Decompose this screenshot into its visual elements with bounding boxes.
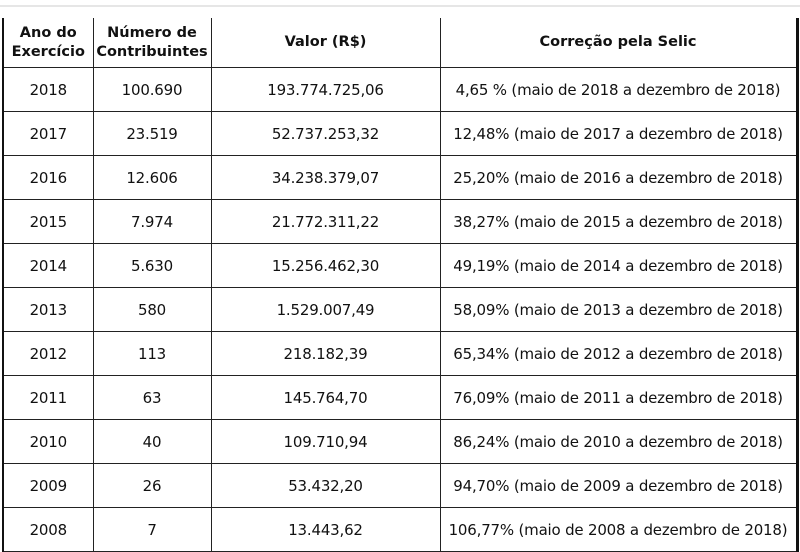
header-valor: Valor (R$): [210, 18, 441, 68]
table-row: 2017 23.519 52.737.253,32 12,48% (maio de 2…: [2, 111, 799, 156]
cell-correcao: 76,09% (maio de 2011 a dezembro de 2018): [439, 375, 799, 420]
cell-correcao: 58,09% (maio de 2013 a dezembro de 2018): [439, 287, 799, 332]
cell-ano: 2013: [2, 287, 94, 332]
cell-contribuintes: 7.974: [92, 199, 212, 244]
cell-contribuintes: 23.519: [92, 111, 212, 156]
cell-correcao: 25,20% (maio de 2016 a dezembro de 2018): [439, 155, 799, 200]
cell-valor: 218.182,39: [210, 331, 441, 376]
cell-valor: 34.238.379,07: [210, 155, 441, 200]
cell-valor: 13.443,62: [210, 507, 441, 552]
cell-correcao: 49,19% (maio de 2014 a dezembro de 2018): [439, 243, 799, 288]
table-row: 2015 7.974 21.772.311,22 38,27% (maio de 20…: [2, 199, 799, 244]
cell-valor: 1.529.007,49: [210, 287, 441, 332]
cell-valor: 53.432,20: [210, 463, 441, 508]
cell-contribuintes: 63: [92, 375, 212, 420]
cell-valor: 15.256.462,30: [210, 243, 441, 288]
cell-correcao: 12,48% (maio de 2017 a dezembro de 2018): [439, 111, 799, 156]
cell-ano: 2015: [2, 199, 94, 244]
cell-ano: 2011: [2, 375, 94, 420]
cell-contribuintes: 580: [92, 287, 212, 332]
cell-contribuintes: 113: [92, 331, 212, 376]
header-row: Ano do Exercício Número de Contribuintes V…: [2, 18, 799, 68]
header-line: Contribuintes: [96, 43, 208, 60]
table-row: 2008 7 13.443,62 106,77% (maio de 2008 a de…: [2, 507, 799, 552]
header-numero-contribuintes: Número de Contribuintes: [92, 18, 212, 68]
cell-ano: 2018: [2, 67, 94, 112]
cell-ano: 2008: [2, 507, 94, 552]
cell-ano: 2014: [2, 243, 94, 288]
top-divider: [0, 5, 800, 7]
cell-ano: 2016: [2, 155, 94, 200]
cell-correcao: 86,24% (maio de 2010 a dezembro de 2018): [439, 419, 799, 464]
contributors-table: Ano do Exercício Número de Contribuintes V…: [2, 18, 799, 552]
table-row: 2013 580 1.529.007,49 58,09% (maio de 2013 …: [2, 287, 799, 332]
cell-correcao: 106,77% (maio de 2008 a dezembro de 2018…: [439, 507, 799, 552]
cell-valor: 109.710,94: [210, 419, 441, 464]
cell-valor: 52.737.253,32: [210, 111, 441, 156]
table-row: 2016 12.606 34.238.379,07 25,20% (maio de 2…: [2, 155, 799, 200]
cell-contribuintes: 40: [92, 419, 212, 464]
header-line: Número de: [107, 24, 197, 41]
cell-ano: 2009: [2, 463, 94, 508]
cell-contribuintes: 12.606: [92, 155, 212, 200]
cell-valor: 145.764,70: [210, 375, 441, 420]
table-row: 2012 113 218.182,39 65,34% (maio de 2012 a …: [2, 331, 799, 376]
header-correcao-selic: Correção pela Selic: [439, 18, 799, 68]
table-row: 2010 40 109.710,94 86,24% (maio de 2010 a d…: [2, 419, 799, 464]
cell-contribuintes: 26: [92, 463, 212, 508]
header-line: Ano do: [19, 24, 77, 41]
cell-correcao: 38,27% (maio de 2015 a dezembro de 2018): [439, 199, 799, 244]
header-ano-exercicio: Ano do Exercício: [2, 18, 94, 68]
table-row: 2018 100.690 193.774.725,06 4,65 % (maio de…: [2, 67, 799, 112]
table-row: 2009 26 53.432,20 94,70% (maio de 2009 a de…: [2, 463, 799, 508]
cell-ano: 2012: [2, 331, 94, 376]
cell-contribuintes: 100.690: [92, 67, 212, 112]
cell-correcao: 4,65 % (maio de 2018 a dezembro de 2018): [439, 67, 799, 112]
header-line: Exercício: [11, 43, 85, 60]
cell-contribuintes: 5.630: [92, 243, 212, 288]
cell-ano: 2010: [2, 419, 94, 464]
cell-valor: 21.772.311,22: [210, 199, 441, 244]
cell-valor: 193.774.725,06: [210, 67, 441, 112]
cell-correcao: 65,34% (maio de 2012 a dezembro de 2018): [439, 331, 799, 376]
cell-correcao: 94,70% (maio de 2009 a dezembro de 2018): [439, 463, 799, 508]
table-row: 2014 5.630 15.256.462,30 49,19% (maio de 20…: [2, 243, 799, 288]
cell-contribuintes: 7: [92, 507, 212, 552]
table-row: 2011 63 145.764,70 76,09% (maio de 2011 a d…: [2, 375, 799, 420]
cell-ano: 2017: [2, 111, 94, 156]
